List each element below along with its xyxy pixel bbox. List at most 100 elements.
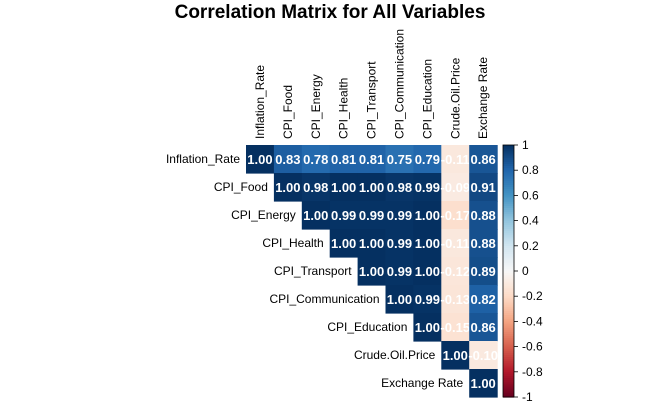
cell-value-label: 0.86 xyxy=(470,320,495,335)
colorbar-segment xyxy=(503,250,514,253)
heatmap-cell xyxy=(329,173,359,202)
colorbar-segment xyxy=(503,266,514,270)
colorbar-segment xyxy=(503,344,514,348)
colorbar-segment xyxy=(503,390,514,394)
heatmap-cell xyxy=(441,201,470,230)
colorbar-segment xyxy=(503,166,514,169)
cell-value-label: 0.78 xyxy=(303,152,328,167)
colorbar-segment xyxy=(503,208,514,211)
cell-value-label: 0.75 xyxy=(387,152,412,167)
heatmap-cell xyxy=(469,341,498,370)
column-label: Crude.Oil.Price xyxy=(448,57,462,139)
heatmap-cell xyxy=(329,145,359,174)
colorbar-segment xyxy=(503,319,514,322)
colorbar-segment xyxy=(503,252,514,255)
colorbar-segment xyxy=(503,313,514,316)
colorbar-segment xyxy=(503,189,514,192)
cell-value-label: 0.99 xyxy=(387,236,412,251)
colorbar-segment xyxy=(503,365,514,369)
colorbar-segment xyxy=(503,222,514,226)
colorbar-segment xyxy=(503,159,514,163)
colorbar-segment xyxy=(503,292,514,295)
colorbar-segment xyxy=(503,323,514,327)
colorbar-segment xyxy=(503,193,514,196)
colorbar-segment xyxy=(503,197,514,201)
colorbar-segment xyxy=(503,283,514,287)
colorbar-tick-label: -0.6 xyxy=(522,340,543,354)
colorbar-segment xyxy=(503,298,514,301)
cell-value-label: 1.00 xyxy=(415,236,440,251)
colorbar-segment xyxy=(503,163,514,167)
colorbar-segment xyxy=(503,199,514,203)
cell-value-label: 0.99 xyxy=(359,208,384,223)
colorbar-segment xyxy=(503,392,514,396)
heatmap-cell xyxy=(385,201,414,230)
column-labels: Inflation_Rate CPI_Food CPI_Energy CPI_Heal… xyxy=(253,29,490,139)
colorbar-segment xyxy=(503,235,514,238)
heatmap-cell xyxy=(413,257,442,286)
heatmap-cell xyxy=(413,313,442,342)
cell-value-label: 0.99 xyxy=(387,264,412,279)
cell-value-label: 1.00 xyxy=(275,180,300,195)
cell-value-label: 0.99 xyxy=(415,180,440,195)
heatmap-cell xyxy=(441,313,470,342)
heatmap-cell xyxy=(385,229,414,258)
cell-value-label: 0.86 xyxy=(470,152,495,167)
colorbar-segment xyxy=(503,224,514,228)
colorbar-segment xyxy=(503,317,514,320)
colorbar-segment xyxy=(503,378,514,381)
colorbar-segment xyxy=(503,220,514,224)
colorbar-tick-label: -0.4 xyxy=(522,314,543,328)
row-label: CPI_Health xyxy=(262,236,323,250)
colorbar-segment xyxy=(503,243,514,247)
colorbar-segment xyxy=(503,191,514,194)
heatmap-cell xyxy=(469,145,498,174)
colorbar-segment xyxy=(503,376,514,379)
colorbar-segment xyxy=(503,382,514,385)
colorbar-tick-label: 0.2 xyxy=(522,239,539,253)
colorbar-segment xyxy=(503,281,514,285)
colorbar-segment xyxy=(503,275,514,278)
colorbar-segment xyxy=(503,210,514,213)
cell-value-label: 1.00 xyxy=(359,264,384,279)
cell-value-label: -0.17 xyxy=(440,208,470,223)
colorbar-segment xyxy=(503,315,514,318)
cell-value-label: 1.00 xyxy=(359,180,384,195)
cell-value-label: 1.00 xyxy=(359,236,384,251)
heatmap-cell xyxy=(329,201,359,230)
heatmap-cell xyxy=(273,173,303,202)
cell-value-label: 1.00 xyxy=(247,152,272,167)
cell-value-label: 1.00 xyxy=(415,320,440,335)
colorbar-segment xyxy=(503,355,514,358)
row-label: CPI_Transport xyxy=(274,264,352,278)
cell-value-label: 0.88 xyxy=(470,236,495,251)
colorbar-segment xyxy=(503,145,514,148)
column-label: Exchange Rate xyxy=(476,57,490,139)
heatmap-cell xyxy=(357,173,387,202)
colorbar-segment xyxy=(503,176,514,180)
cell-value-label: 0.88 xyxy=(470,208,495,223)
colorbar-tick-label: 0 xyxy=(522,264,529,278)
colorbar-segment xyxy=(503,157,514,161)
heatmap-cell xyxy=(357,145,387,174)
row-label: CPI_Education xyxy=(327,320,407,334)
colorbar-segment xyxy=(503,373,514,377)
heatmap-cell xyxy=(273,145,303,174)
colorbar-segment xyxy=(503,178,514,182)
colorbar-tick-label: 0.8 xyxy=(522,163,539,177)
colorbar-segment xyxy=(503,258,514,262)
colorbar-segment xyxy=(503,348,514,352)
colorbar-segment xyxy=(503,342,514,346)
colorbar-segment xyxy=(503,153,514,157)
chart-title: Correlation Matrix for All Variables xyxy=(175,2,486,23)
colorbar-segment xyxy=(503,296,514,299)
row-label: CPI_Food xyxy=(214,180,268,194)
colorbar-segment xyxy=(503,201,514,205)
column-label: CPI_Transport xyxy=(365,61,379,139)
heatmap-cell xyxy=(385,285,414,314)
colorbar-segment xyxy=(503,384,514,388)
cell-value-label: 0.81 xyxy=(331,152,356,167)
colorbar-segment xyxy=(503,205,514,209)
colorbar-segment xyxy=(503,287,514,291)
row-label: Crude.Oil.Price xyxy=(354,348,436,362)
